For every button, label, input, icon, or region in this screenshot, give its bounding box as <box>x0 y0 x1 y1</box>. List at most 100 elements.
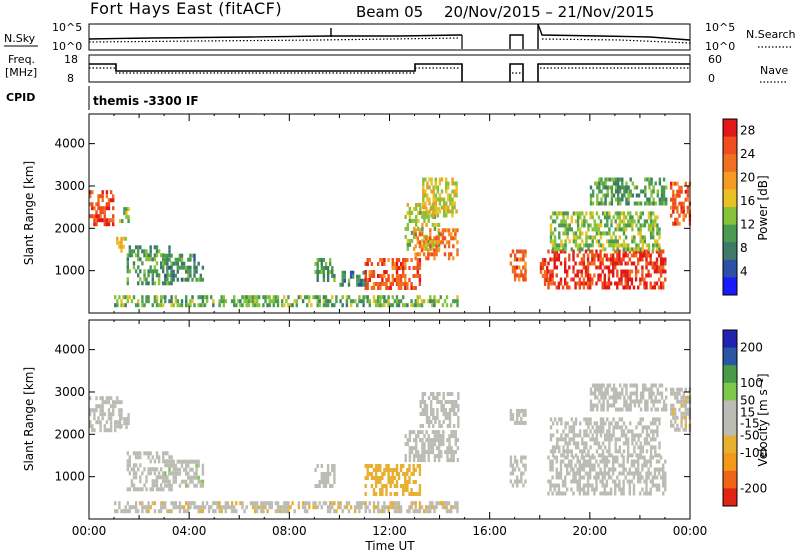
freq-label-line2: [MHz] <box>5 66 37 79</box>
colorbar-swatch <box>723 382 737 401</box>
echo-cell <box>316 278 319 282</box>
echo-cell <box>450 408 454 412</box>
echo-cell <box>429 295 432 300</box>
echo-cell <box>324 266 328 270</box>
echo-cell <box>603 455 606 460</box>
echo-cell <box>168 249 171 254</box>
echo-cell <box>155 269 159 274</box>
echo-cell <box>639 417 642 422</box>
echo-cell <box>262 295 265 300</box>
echo-cell <box>197 295 200 300</box>
echo-cell <box>438 420 441 424</box>
echo-cell <box>511 249 515 254</box>
echo-cell <box>442 438 445 443</box>
echo-cell <box>112 400 115 405</box>
echo-cell <box>645 459 648 464</box>
echo-cell <box>614 479 617 484</box>
echo-cell <box>166 261 169 266</box>
echo-cell <box>674 221 677 226</box>
echo-cell <box>578 261 581 266</box>
echo-cell <box>421 392 424 396</box>
echo-cell <box>408 430 412 435</box>
echo-cell <box>556 247 559 252</box>
echo-cell <box>372 295 376 300</box>
echo-cell <box>358 299 361 304</box>
echo-cell <box>610 223 613 228</box>
echo-cell <box>580 475 584 480</box>
echo-cell <box>450 454 453 459</box>
echo-cell <box>658 201 662 206</box>
echo-cell <box>651 455 654 460</box>
echo-cell <box>627 445 630 450</box>
echo-cell <box>316 505 319 510</box>
echo-cell <box>168 463 171 468</box>
echo-cell <box>143 269 146 274</box>
echo-cell <box>639 433 642 438</box>
echo-cell <box>432 392 435 396</box>
echo-cell <box>655 475 659 480</box>
echo-cell <box>164 451 167 456</box>
echo-cell <box>381 492 384 496</box>
echo-cell <box>604 185 607 190</box>
echo-cell <box>616 223 619 228</box>
echo-cell <box>383 295 386 300</box>
echo-cell <box>318 303 321 308</box>
echo-cell <box>684 399 687 404</box>
echo-cell <box>522 483 525 488</box>
echo-cell <box>442 404 445 408</box>
echo-cell <box>581 453 584 458</box>
echo-cell <box>435 222 439 227</box>
echo-cell <box>404 226 407 231</box>
echo-cell <box>572 277 575 282</box>
echo-cell <box>656 433 659 438</box>
echo-cell <box>622 211 626 216</box>
echo-cell <box>118 408 121 413</box>
echo-cell <box>448 392 452 396</box>
echo-cell <box>551 273 554 278</box>
echo-cell <box>416 240 419 245</box>
echo-cell <box>429 238 432 243</box>
echo-cell <box>447 205 450 210</box>
echo-cell <box>649 455 652 460</box>
echo-cell <box>101 190 104 195</box>
echo-cell <box>652 437 655 442</box>
echo-cell <box>614 177 618 182</box>
echo-cell <box>103 214 106 219</box>
echo-cell <box>654 445 657 450</box>
echo-cell <box>606 417 609 422</box>
echo-cell <box>452 244 455 249</box>
echo-cell <box>576 223 580 228</box>
colorbar-swatch <box>723 400 737 419</box>
echo-cell <box>347 295 351 300</box>
echo-cell <box>674 193 677 198</box>
echo-cell <box>431 240 434 245</box>
echo-cell <box>629 211 632 216</box>
echo-cell <box>584 459 588 464</box>
echo-cell <box>641 463 644 468</box>
echo-cell <box>172 269 175 274</box>
echo-cell <box>419 458 422 463</box>
echo-cell <box>637 227 640 232</box>
echo-cell <box>160 253 163 258</box>
echo-cell <box>247 303 250 308</box>
echo-cell <box>387 505 390 510</box>
echo-cell <box>605 265 609 270</box>
echo-cell <box>602 383 605 388</box>
echo-cell <box>643 219 647 224</box>
echo-cell <box>107 206 111 211</box>
echo-cell <box>301 299 305 304</box>
colorbar-tick-label: 8 <box>740 241 748 255</box>
echo-region <box>549 417 661 458</box>
echo-cell <box>654 181 657 186</box>
echo-cell <box>393 476 397 480</box>
echo-cell <box>619 407 622 412</box>
echo-cell <box>391 274 394 278</box>
echo-cell <box>126 463 129 468</box>
echo-cell <box>439 501 442 506</box>
echo-cell <box>406 222 409 227</box>
time-tick-label: 12:00 <box>372 524 407 538</box>
echo-cell <box>450 252 453 257</box>
echo-cell <box>389 492 392 496</box>
echo-cell <box>581 219 584 224</box>
echo-cell <box>560 239 563 244</box>
